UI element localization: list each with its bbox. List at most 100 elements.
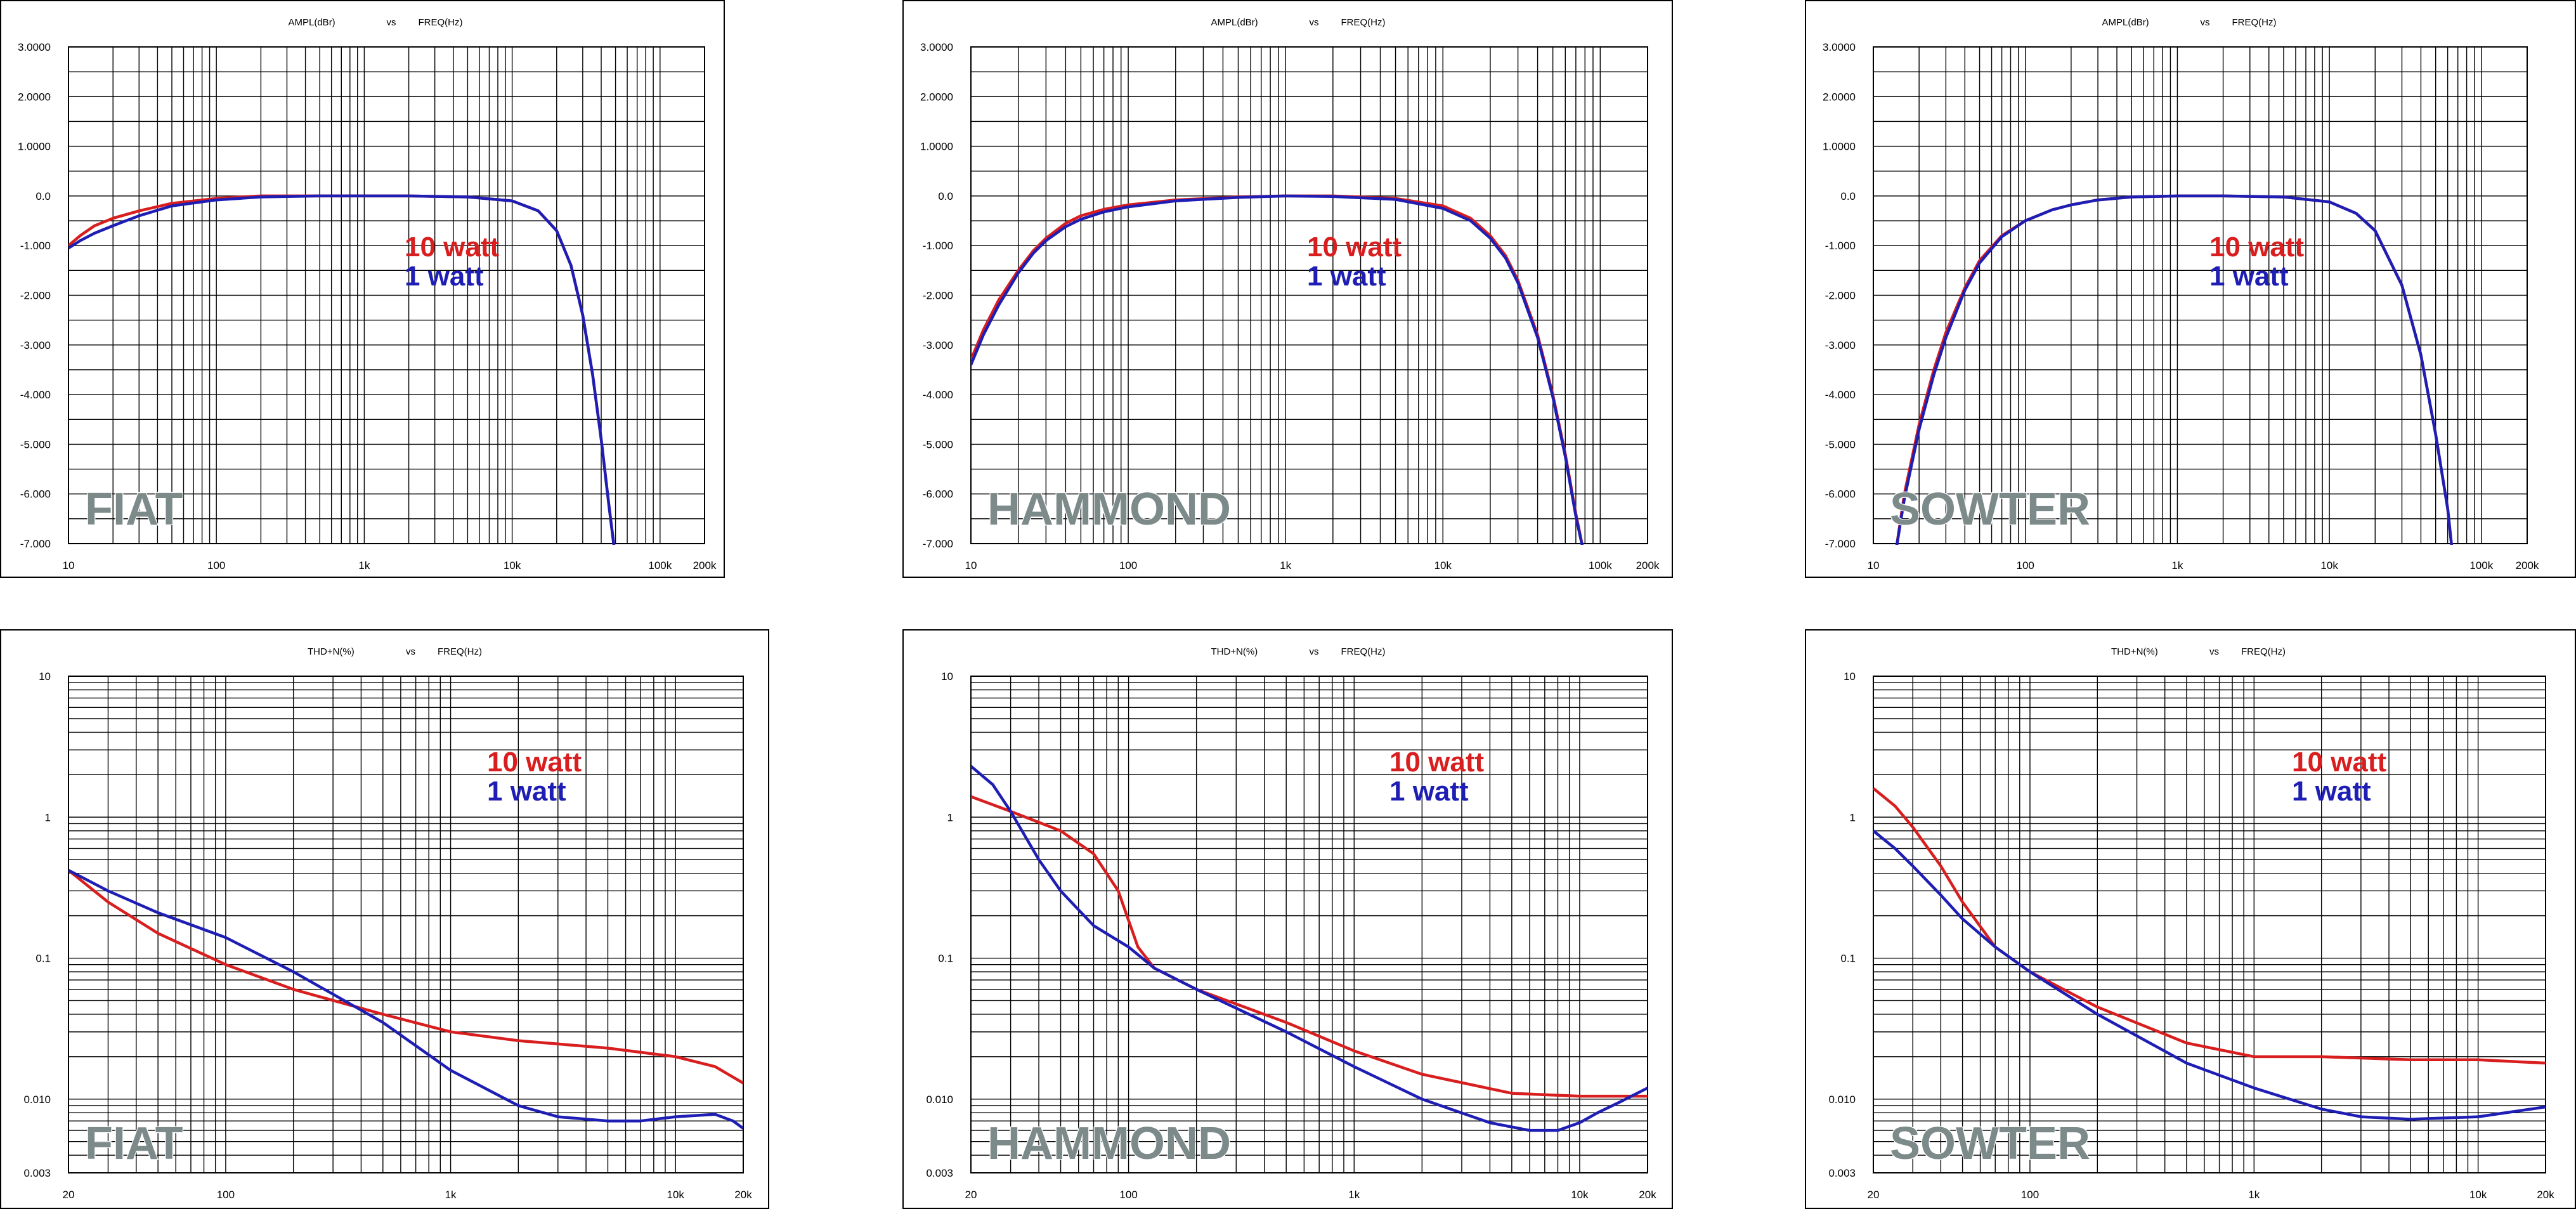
chart-svg: THD+N(%) vs FREQ(Hz) 10 1 0.1 0.010 0.003 20 100 1…	[23, 646, 752, 1201]
watermark-label: FIAT	[85, 1118, 183, 1169]
x-tick-label: 20	[63, 1189, 75, 1201]
grid	[68, 676, 744, 1173]
y-tick-label: -6.000	[1825, 488, 1856, 500]
watermark-label: SOWTER	[1890, 1118, 2090, 1169]
y-tick-label: -3.000	[1825, 339, 1856, 351]
x-tick-label: 100	[1119, 559, 1137, 572]
y-tick-label: -2.000	[923, 290, 953, 302]
x-tick-label: 100	[207, 559, 225, 572]
plot-frame	[1873, 46, 2528, 544]
y-tick-label: 2.0000	[18, 91, 51, 103]
y-tick-label: 0.010	[23, 1094, 51, 1106]
watermark-label: FIAT	[85, 484, 183, 535]
plot-frame	[68, 46, 705, 544]
y-tick-label: -1.000	[1825, 240, 1856, 252]
series-line-blue	[68, 869, 743, 1130]
y-tick-label: 0.1	[36, 953, 51, 965]
grid	[1873, 676, 2546, 1173]
y-tick-label: 10	[1844, 670, 1856, 683]
x-tick-label: 10k	[2469, 1189, 2487, 1201]
plot-frame	[68, 676, 744, 1173]
chart-panel-hammond-thd: THD+N(%) vs FREQ(Hz) 10 1 0.1 0.010 0.003 20 100 1…	[902, 629, 1673, 1209]
y-tick-label: 0.003	[926, 1167, 953, 1179]
y-tick-label: -4.000	[1825, 389, 1856, 401]
chart-title-y: THD+N(%)	[308, 646, 355, 657]
y-tick-label: -7.000	[923, 538, 953, 550]
x-tick-label: 20k	[1639, 1189, 1656, 1201]
y-tick-label: 3.0000	[18, 41, 51, 53]
legend-entry-red: 10 watt	[2209, 232, 2305, 263]
plot-frame	[970, 676, 1648, 1173]
plot-frame	[1873, 676, 2546, 1173]
x-tick-label: 100	[217, 1189, 235, 1201]
x-tick-label: 100k	[2469, 559, 2493, 572]
chart-title-vs: vs	[1310, 646, 1319, 657]
grid	[1873, 46, 2528, 544]
chart-title-y: THD+N(%)	[1211, 646, 1258, 657]
grid	[68, 46, 705, 544]
x-tick-label: 10k	[2320, 559, 2338, 572]
y-tick-label: -1.000	[20, 240, 51, 252]
chart-panel-fiat-thd: THD+N(%) vs FREQ(Hz) 10 1 0.1 0.010 0.003 20 100 1…	[0, 629, 769, 1209]
chart-title-vs: vs	[406, 646, 415, 657]
x-tick-label: 200k	[2516, 559, 2539, 572]
chart-title-x: FREQ(Hz)	[1341, 17, 1386, 28]
x-tick-label: 10k	[1571, 1189, 1589, 1201]
y-tick-label: -6.000	[923, 488, 953, 500]
x-tick-label: 1k	[1348, 1189, 1360, 1201]
chart-svg: AMPL(dBr) vs FREQ(Hz) 3.0000 2.0000 1.0000 0.0…	[920, 17, 1660, 572]
x-tick-label: 100	[2017, 559, 2034, 572]
y-tick-label: 0.003	[23, 1167, 51, 1179]
plot-frame	[970, 46, 1648, 544]
y-tick-label: 0.003	[1828, 1167, 1856, 1179]
y-tick-label: 3.0000	[1823, 41, 1856, 53]
chart-title-y: AMPL(dBr)	[2102, 17, 2149, 28]
y-tick-label: 1	[45, 811, 51, 823]
legend-entry-red: 10 watt	[487, 747, 582, 778]
x-tick-label: 10	[1868, 559, 1880, 572]
y-tick-label: 1	[947, 811, 953, 823]
x-tick-label: 1k	[2248, 1189, 2260, 1201]
y-tick-label: -7.000	[1825, 538, 1856, 550]
y-tick-label: 0.1	[938, 953, 953, 965]
x-tick-label: 1k	[2171, 559, 2183, 572]
chart-panel-hammond-frequency-response: AMPL(dBr) vs FREQ(Hz) 3.0000 2.0000 1.0000 0.0…	[902, 0, 1673, 578]
y-tick-label: -3.000	[923, 339, 953, 351]
watermark-label: SOWTER	[1890, 484, 2090, 535]
chart-title-x: FREQ(Hz)	[2241, 646, 2286, 657]
y-tick-label: 3.0000	[920, 41, 953, 53]
x-tick-label: 10	[965, 559, 977, 572]
y-tick-label: 2.0000	[1823, 91, 1856, 103]
y-tick-label: 1.0000	[18, 141, 51, 153]
x-tick-label: 1k	[445, 1189, 457, 1201]
series-line-blue	[1895, 194, 2453, 545]
x-tick-label: 100k	[648, 559, 672, 572]
series-line-blue	[1873, 830, 2546, 1121]
chart-title-vs: vs	[387, 17, 396, 28]
y-tick-label: 1.0000	[1823, 141, 1856, 153]
series-line-blue	[68, 194, 616, 545]
series-line-red	[1873, 787, 2546, 1065]
y-tick-label: -6.000	[20, 488, 51, 500]
legend-entry-red: 10 watt	[1307, 232, 1402, 263]
y-tick-label: -2.000	[1825, 290, 1856, 302]
chart-svg: THD+N(%) vs FREQ(Hz) 10 1 0.1 0.010 0.003 20 100 1…	[926, 646, 1656, 1201]
legend-entry-blue: 1 watt	[2209, 261, 2289, 292]
legend-entry-red: 10 watt	[405, 232, 500, 263]
chart-title-y: THD+N(%)	[2111, 646, 2158, 657]
y-tick-label: 0.1	[1840, 953, 1856, 965]
legend-entry-blue: 1 watt	[2292, 776, 2371, 807]
watermark-label: HAMMOND	[987, 1118, 1231, 1169]
legend-entry-blue: 1 watt	[405, 261, 484, 292]
grid	[970, 676, 1648, 1173]
chart-title-x: FREQ(Hz)	[438, 646, 482, 657]
y-tick-label: -4.000	[20, 389, 51, 401]
series-line-red	[68, 869, 743, 1085]
x-tick-label: 20k	[734, 1189, 752, 1201]
y-tick-label: 10	[941, 670, 953, 683]
legend-entry-blue: 1 watt	[1307, 261, 1386, 292]
chart-title-x: FREQ(Hz)	[419, 17, 463, 28]
series-line-red	[971, 795, 1648, 1098]
x-tick-label: 20k	[2537, 1189, 2554, 1201]
chart-panel-sowter-thd: THD+N(%) vs FREQ(Hz) 10 1 0.1 0.010 0.003 20 100 1…	[1805, 629, 2576, 1209]
